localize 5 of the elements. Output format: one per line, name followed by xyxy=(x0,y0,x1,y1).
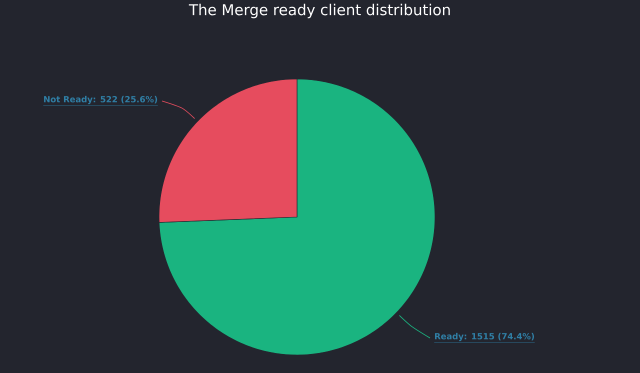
slice-label: Ready xyxy=(434,332,464,342)
chart-title: The Merge ready client distribution xyxy=(188,4,450,18)
slice-label: Not Ready xyxy=(44,96,93,104)
data-label: : 1515 (74.4%) xyxy=(464,332,534,340)
data-label: : 522 (25.6%) xyxy=(94,96,158,104)
